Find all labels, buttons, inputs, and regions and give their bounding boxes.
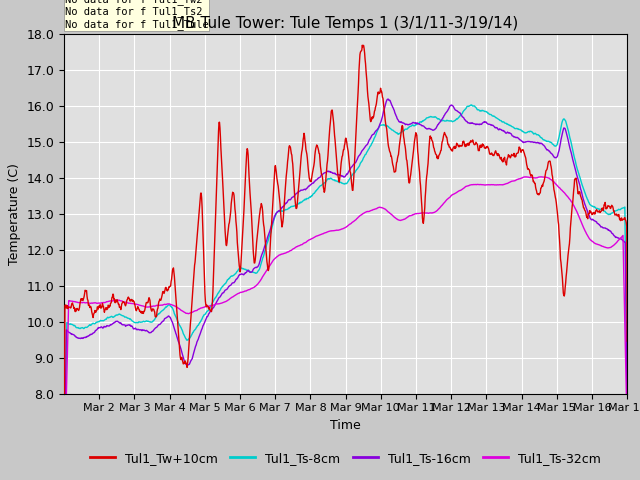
- Tul1_Ts-16cm: [384, 96, 392, 102]
- Tul1_Tw+10cm: [356, 52, 364, 58]
- Tul1_Ts-8cm: [356, 162, 364, 168]
- Tul1_Ts-16cm: [155, 322, 163, 327]
- Line: Tul1_Ts-16cm: Tul1_Ts-16cm: [64, 99, 627, 480]
- Tul1_Ts-32cm: [368, 207, 376, 213]
- Tul1_Ts-8cm: [135, 319, 143, 325]
- Tul1_Ts-32cm: [155, 302, 163, 308]
- Tul1_Ts-32cm: [356, 213, 364, 218]
- Tul1_Tw+10cm: [368, 114, 376, 120]
- Tul1_Tw+10cm: [135, 306, 143, 312]
- Tul1_Tw+10cm: [155, 299, 163, 304]
- Legend: Tul1_Tw+10cm, Tul1_Ts-8cm, Tul1_Ts-16cm, Tul1_Ts-32cm: Tul1_Tw+10cm, Tul1_Ts-8cm, Tul1_Ts-16cm,…: [85, 447, 606, 469]
- Title: MB Tule Tower: Tule Temps 1 (3/1/11-3/19/14): MB Tule Tower: Tule Temps 1 (3/1/11-3/19…: [172, 16, 519, 31]
- Tul1_Ts-16cm: [305, 184, 312, 190]
- Tul1_Ts-8cm: [155, 311, 163, 317]
- Tul1_Tw+10cm: [305, 166, 312, 172]
- Tul1_Ts-8cm: [368, 141, 376, 146]
- Tul1_Ts-32cm: [623, 432, 631, 438]
- Line: Tul1_Ts-8cm: Tul1_Ts-8cm: [64, 105, 627, 480]
- Tul1_Ts-8cm: [468, 102, 476, 108]
- Y-axis label: Temperature (C): Temperature (C): [8, 163, 21, 264]
- Tul1_Tw+10cm: [623, 338, 631, 344]
- Tul1_Ts-32cm: [305, 238, 312, 243]
- Tul1_Ts-16cm: [623, 416, 631, 421]
- Tul1_Ts-16cm: [135, 326, 143, 332]
- Tul1_Ts-32cm: [537, 174, 545, 180]
- Tul1_Ts-8cm: [250, 270, 258, 276]
- Text: No data for f Tul1_Tw4
No data for f Tul1_Tw2
No data for f Tul1_Ts2
No data for: No data for f Tul1_Tw4 No data for f Tul…: [65, 0, 208, 30]
- Tul1_Tw+10cm: [250, 255, 258, 261]
- Tul1_Ts-16cm: [368, 133, 376, 139]
- Tul1_Ts-16cm: [356, 152, 364, 157]
- Tul1_Ts-8cm: [623, 402, 631, 408]
- X-axis label: Time: Time: [330, 419, 361, 432]
- Line: Tul1_Tw+10cm: Tul1_Tw+10cm: [64, 45, 627, 480]
- Tul1_Ts-8cm: [305, 196, 312, 202]
- Tul1_Ts-32cm: [135, 302, 143, 308]
- Tul1_Ts-16cm: [250, 266, 258, 272]
- Tul1_Tw+10cm: [358, 42, 366, 48]
- Line: Tul1_Ts-32cm: Tul1_Ts-32cm: [64, 177, 627, 480]
- Tul1_Ts-32cm: [250, 285, 258, 290]
